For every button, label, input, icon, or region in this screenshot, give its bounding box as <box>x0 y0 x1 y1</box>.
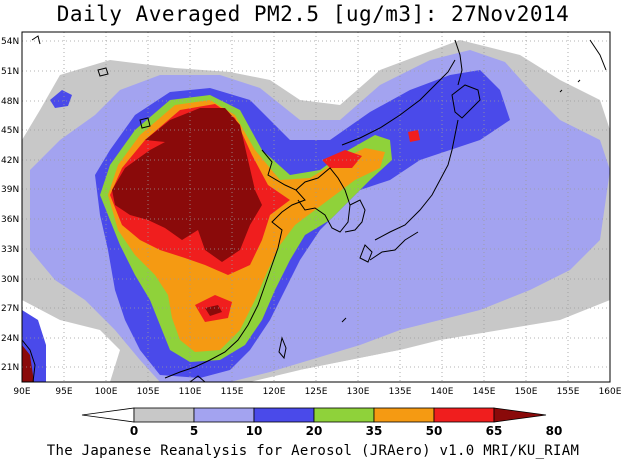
lat-label: 27N <box>1 304 19 314</box>
lat-label: 33N <box>1 245 19 255</box>
lon-label: 90E <box>13 387 30 397</box>
lon-label: 150E <box>515 387 538 397</box>
longitude-labels: 90E 95E 100E 105E 110E 115E 120E 125E 130E 135E 14… <box>13 387 621 397</box>
colorbar-level-label: 5 <box>190 424 198 438</box>
kamchatka-area <box>589 39 607 71</box>
lat-label: 30N <box>1 275 19 285</box>
korea-peninsula <box>344 199 366 233</box>
colorbar-segment <box>373 407 435 423</box>
colorbar-level-label: 20 <box>306 424 323 438</box>
clear-area-south <box>300 310 610 382</box>
lon-label: 130E <box>347 387 370 397</box>
japan-honshu <box>374 119 459 241</box>
dark-red-spot-southwest <box>22 345 34 382</box>
coastlines <box>22 35 607 382</box>
latitude-labels: 54N 51N 48N 45N 42N 39N 36N 33N 30N 27N 24N 21N <box>1 37 19 373</box>
red-patch-japan-sea <box>408 130 420 142</box>
map-title: Daily Averaged PM2.5 [ug/m3]: 27Nov2014 <box>56 2 570 26</box>
red-patch-korea <box>322 150 362 168</box>
clear-area-northeast <box>540 40 610 95</box>
colorbar-segment <box>193 407 255 423</box>
lon-label: 155E <box>557 387 580 397</box>
russia-coast <box>341 59 456 146</box>
northwest-border <box>31 35 41 45</box>
dark-red-spot-central <box>205 305 222 316</box>
japan-kyushu <box>359 244 373 263</box>
japan-south <box>369 231 419 261</box>
plot-frame <box>21 31 611 383</box>
clear-area-west <box>22 300 120 382</box>
data-credit: The Japanese Reanalysis for Aerosol (JRA… <box>46 443 580 459</box>
lat-label: 45N <box>1 126 19 136</box>
lat-label: 42N <box>1 156 19 166</box>
colorbar-segment <box>133 407 195 423</box>
colorbar-level-label: 10 <box>246 424 263 438</box>
lat-label: 48N <box>1 97 19 107</box>
colorbar-segment <box>253 407 315 423</box>
lon-label: 120E <box>263 387 286 397</box>
taiwan <box>278 336 287 360</box>
concentration-field <box>22 40 610 382</box>
lon-label: 110E <box>179 387 202 397</box>
dark-red-core <box>112 108 262 262</box>
hokkaido <box>451 84 481 119</box>
lat-label: 24N <box>1 334 19 344</box>
china-coast <box>164 149 306 379</box>
lat-label: 21N <box>1 363 19 373</box>
island-2 <box>559 89 563 93</box>
lake-northwest <box>97 67 109 77</box>
lon-label: 115E <box>221 387 244 397</box>
lon-label: 145E <box>473 387 496 397</box>
colorbar-tip-high <box>493 407 547 423</box>
colorbar: 0 5 10 20 35 50 65 80 <box>81 407 563 438</box>
lat-label: 36N <box>1 215 19 225</box>
island-1 <box>577 79 581 83</box>
lon-label: 105E <box>137 387 160 397</box>
lon-label: 135E <box>389 387 412 397</box>
colorbar-level-label: 65 <box>486 424 503 438</box>
lat-label: 54N <box>1 37 19 47</box>
colorbar-level-label: 80 <box>546 424 563 438</box>
blue-patch-northwest <box>50 90 72 108</box>
west-coast-fragment <box>22 339 36 382</box>
colorbar-segment <box>313 407 375 423</box>
lon-label: 95E <box>55 387 72 397</box>
colorbar-tip-low <box>81 407 135 423</box>
lat-label: 51N <box>1 67 19 77</box>
colorbar-segment <box>433 407 495 423</box>
lon-label: 125E <box>305 387 328 397</box>
colorbar-level-label: 50 <box>426 424 443 438</box>
inland-lake <box>139 117 151 129</box>
ryukyu-1 <box>341 317 347 323</box>
colorbar-level-label: 0 <box>130 424 138 438</box>
lat-label: 39N <box>1 185 19 195</box>
lon-label: 160E <box>599 387 622 397</box>
lon-label: 140E <box>431 387 454 397</box>
colorbar-level-label: 35 <box>366 424 383 438</box>
korea-bohai-coast <box>295 167 351 233</box>
sakhalin <box>454 39 463 86</box>
lon-label: 100E <box>95 387 118 397</box>
hainan <box>189 375 206 382</box>
